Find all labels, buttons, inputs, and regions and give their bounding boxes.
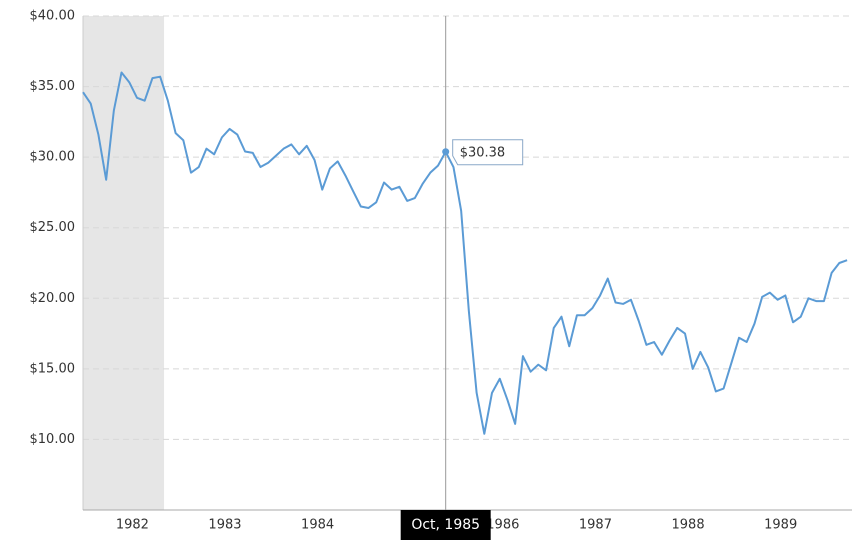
tooltip-text: $30.38 xyxy=(460,145,506,160)
x-tick-label: 1983 xyxy=(208,518,241,533)
shaded-band xyxy=(83,16,165,510)
x-tick-label: 1986 xyxy=(486,518,519,533)
x-tick-label: 1988 xyxy=(672,518,705,533)
tooltip-box xyxy=(452,139,524,166)
x-tick-label: 1984 xyxy=(301,518,334,533)
x-tick-label: 1982 xyxy=(116,518,149,533)
x-hover-label: Oct, 1985 xyxy=(411,517,480,533)
y-tick-label: $25.00 xyxy=(30,220,76,235)
y-tick-label: $35.00 xyxy=(30,79,76,94)
price-line xyxy=(82,71,848,435)
y-tick-label: $20.00 xyxy=(30,291,76,306)
x-tick-label: 1987 xyxy=(579,518,612,533)
y-tick-label: $30.00 xyxy=(30,150,76,165)
x-label-box xyxy=(400,510,491,540)
hover-point xyxy=(442,148,450,156)
y-tick-label: $15.00 xyxy=(30,361,76,376)
x-tick-label: 1989 xyxy=(764,518,797,533)
y-tick-label: $10.00 xyxy=(30,432,76,447)
y-tick-label: $40.00 xyxy=(30,9,76,24)
